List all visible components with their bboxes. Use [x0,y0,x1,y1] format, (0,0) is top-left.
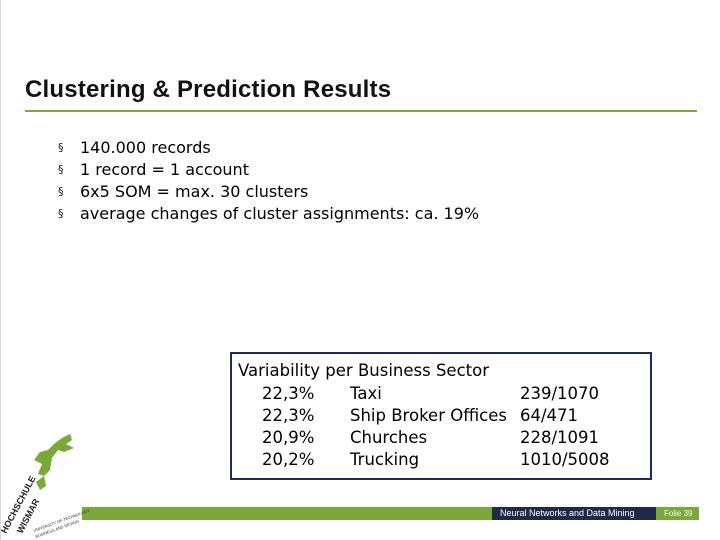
bullet-text: 6x5 SOM = max. 30 clusters [80,182,309,201]
bullet-text: 1 record = 1 account [80,160,249,179]
slide-title: Clustering & Prediction Results [25,76,392,103]
row-percent: 20,9% [262,428,315,447]
row-percent: 22,3% [262,406,315,425]
slide-left-edge [0,0,1,540]
row-sector: Taxi [350,384,382,403]
bullet-marker: § [58,207,64,220]
bullet-marker: § [58,163,64,176]
row-percent: 22,3% [262,384,315,403]
row-ratio: 1010/5008 [520,450,610,469]
row-sector: Ship Broker Offices [350,406,507,425]
variability-table-heading: Variability per Business Sector [238,361,490,380]
logo-figure-icon [34,434,74,476]
row-ratio: 64/471 [520,406,579,425]
footer-course-title: Neural Networks and Data Mining [500,508,635,518]
row-sector: Trucking [350,450,420,469]
logo-figure-base-icon [36,476,46,490]
row-sector: Churches [350,428,428,447]
title-underline [25,110,697,112]
variability-table: Variability per Business Sector 22,3% Ta… [230,352,652,480]
bullet-text: average changes of cluster assignments: … [80,204,480,223]
bullet-text: 140.000 records [80,138,211,157]
row-ratio: 228/1091 [520,428,600,447]
footer-page-number: Folie 39 [664,509,693,518]
bullet-marker: § [58,185,64,198]
footer-course-panel [492,507,656,520]
row-ratio: 239/1070 [520,384,600,403]
row-percent: 20,2% [262,450,315,469]
hochschule-wismar-logo: HOCHSCHULE WISMAR UNIVERSITY OF TECHNOLO… [0,434,90,539]
bullet-marker: § [58,141,64,154]
